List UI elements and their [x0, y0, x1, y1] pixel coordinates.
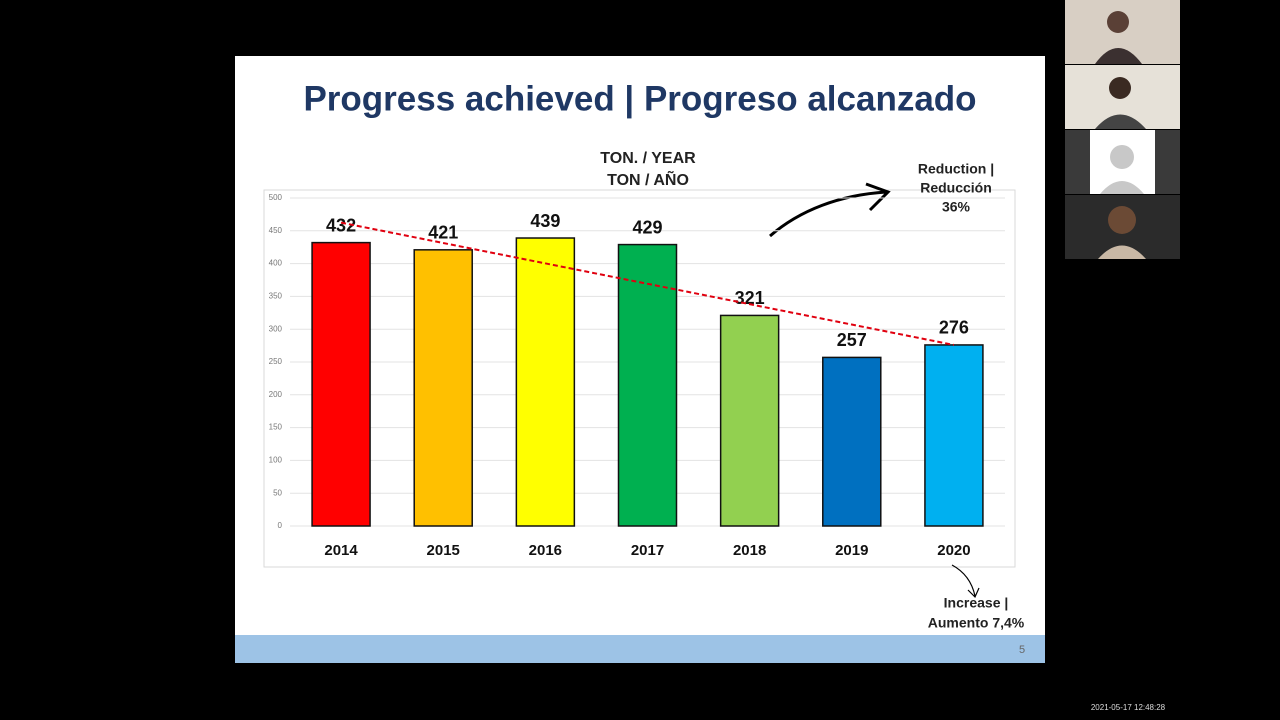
- y-tick-label: 350: [269, 292, 283, 301]
- annotation: Reducción: [920, 180, 992, 196]
- participant: [1107, 11, 1129, 33]
- chart-subtitle: TON / AÑO: [607, 169, 689, 189]
- arrow: [951, 564, 980, 599]
- arrow: [769, 182, 891, 238]
- trend-line: [340, 221, 955, 346]
- annotation: Increase |: [944, 595, 1009, 611]
- value-label: 257: [837, 330, 867, 350]
- bar: [413, 249, 473, 527]
- participant: [1108, 206, 1136, 234]
- avatar-head: [1110, 145, 1134, 169]
- slide-footer: [235, 635, 1045, 663]
- annotation: 36%: [942, 199, 971, 215]
- y-tick-label: 500: [269, 193, 283, 202]
- y-tick-label: 150: [269, 423, 283, 432]
- x-tick-label: 2020: [937, 542, 970, 559]
- x-tick-label: 2018: [733, 542, 766, 559]
- bar: [924, 344, 984, 527]
- x-tick-label: 2019: [835, 542, 868, 559]
- bar: [617, 243, 678, 527]
- y-tick-label: 0: [278, 521, 283, 530]
- bar: [311, 241, 371, 527]
- y-tick-label: 450: [269, 226, 283, 235]
- chart-title: Progress achieved | Progreso alcanzado: [303, 79, 976, 118]
- annotation: Aumento 7,4%: [928, 615, 1025, 631]
- value-label: 432: [326, 215, 356, 235]
- participant: [1109, 77, 1131, 99]
- bar: [822, 356, 882, 527]
- slide-number: 5: [1019, 644, 1025, 656]
- x-tick-label: 2014: [324, 542, 358, 559]
- participant: [1095, 114, 1146, 129]
- value-label: 421: [428, 223, 458, 243]
- avatar-body: [1100, 181, 1144, 194]
- value-label: 429: [632, 217, 662, 237]
- value-label: 439: [530, 211, 560, 231]
- y-tick-label: 200: [269, 390, 283, 399]
- chart-subtitle: TON. / YEAR: [600, 150, 696, 167]
- y-tick-label: 400: [269, 259, 283, 268]
- participant: [1098, 245, 1146, 259]
- y-tick-label: 250: [269, 357, 283, 366]
- video-tiles: [1065, 0, 1180, 259]
- x-tick-label: 2015: [427, 542, 460, 559]
- timestamp: 2021-05-17 12:48:28: [1091, 703, 1166, 712]
- value-label: 276: [939, 318, 969, 338]
- x-tick-label: 2016: [529, 542, 562, 559]
- y-tick-label: 100: [269, 456, 283, 465]
- y-tick-label: 50: [273, 488, 282, 497]
- participant: [1095, 48, 1142, 64]
- annotation: Reduction |: [918, 161, 994, 177]
- x-tick-label: 2017: [631, 542, 664, 559]
- bar: [719, 314, 780, 527]
- bar: [515, 237, 576, 527]
- y-tick-label: 300: [269, 324, 283, 333]
